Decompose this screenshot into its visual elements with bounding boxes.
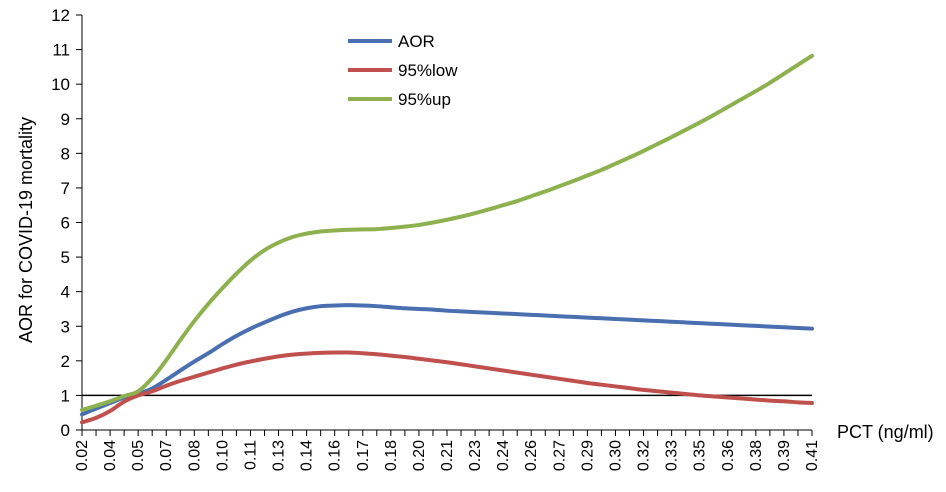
x-tick-label: 0.02 [74,440,91,471]
x-tick-label: 0.24 [495,440,512,471]
x-tick-label: 0.36 [720,440,737,471]
y-tick-label: 2 [61,352,70,371]
x-tick-label: 0.08 [186,440,203,471]
y-tick-label: 6 [61,214,70,233]
series-line-aor [80,303,814,417]
series-line-95-low [80,350,814,425]
x-tick-label: 0.30 [607,440,624,471]
x-tick-label: 0.33 [664,440,681,471]
y-axis-title: AOR for COVID-19 mortality [16,117,36,343]
x-tick-label: 0.35 [692,440,709,471]
y-tick-label: 4 [61,283,70,302]
y-tick-label: 11 [52,41,70,60]
legend-label-95-up: 95%up [398,90,451,109]
x-tick-label: 0.39 [776,440,793,471]
x-tick-label: 0.38 [748,440,765,471]
x-tick-label: 0.13 [271,440,288,471]
x-tick-label: 0.20 [411,440,428,471]
x-tick-label: 0.27 [551,440,568,471]
y-tick-label: 1 [61,386,70,405]
y-tick-label: 0 [61,421,70,440]
x-tick-label: 0.05 [130,440,147,471]
y-tick-label: 7 [61,179,70,198]
x-tick-label: 0.11 [242,440,259,470]
x-tick-label: 0.04 [102,440,119,471]
x-axis-title: PCT (ng/ml) [837,422,934,442]
x-tick-label: 0.32 [636,440,653,471]
x-tick-label: 0.10 [214,440,231,471]
legend-label-95-low: 95%low [398,61,458,80]
y-tick-label: 10 [51,75,70,94]
x-tick-label: 0.26 [523,440,540,471]
series-line-95-up [80,53,814,412]
y-tick-label: 3 [61,317,70,336]
x-tick-label: 0.18 [383,440,400,471]
y-tick-label: 8 [61,144,70,163]
legend-label-aor: AOR [398,32,435,51]
x-tick-label: 0.21 [439,440,456,471]
x-tick-label: 0.41 [804,440,821,471]
x-tick-label: 0.07 [158,440,175,471]
x-tick-label: 0.16 [327,440,344,471]
x-tick-label: 0.14 [299,440,316,471]
x-tick-label: 0.17 [355,440,372,471]
x-tick-label: 0.29 [579,440,596,471]
y-tick-label: 9 [61,110,70,129]
y-tick-label: 5 [61,248,70,267]
x-tick-label: 0.23 [467,440,484,471]
y-tick-label: 12 [51,6,70,25]
